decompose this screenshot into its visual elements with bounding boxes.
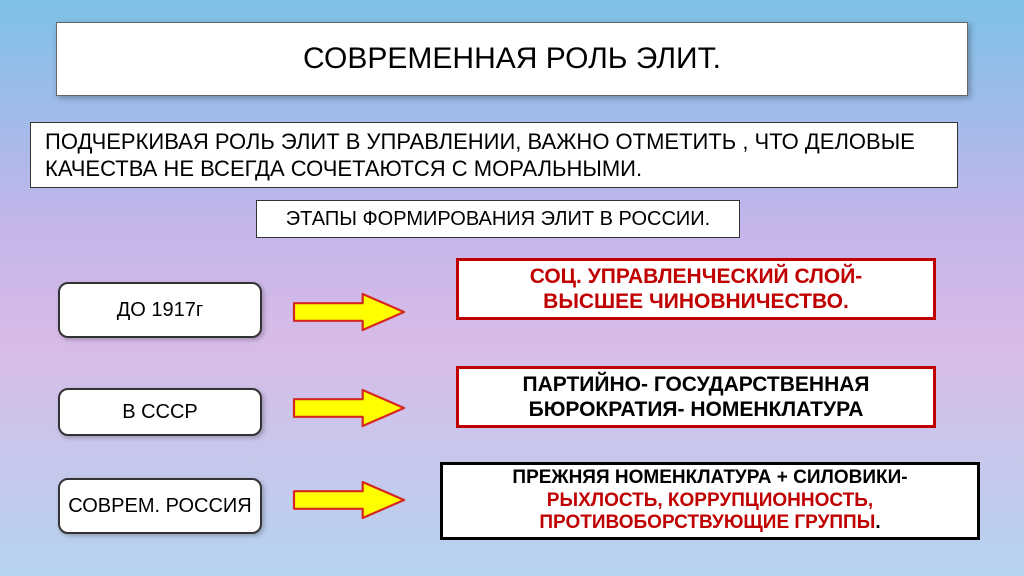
arrow-2 — [292, 388, 406, 428]
stages-label-box: ЭТАПЫ ФОРМИРОВАНИЯ ЭЛИТ В РОССИИ. — [256, 200, 740, 238]
slide-subtitle-text: ПОДЧЕРКИВАЯ РОЛЬ ЭЛИТ В УПРАВЛЕНИИ, ВАЖН… — [45, 128, 943, 183]
period-box-2: В СССР — [58, 388, 262, 436]
period-text-1: ДО 1917г — [117, 299, 203, 321]
period-box-3: СОВРЕМ. РОССИЯ — [58, 478, 262, 534]
arrow-1 — [292, 292, 406, 332]
desc-box-1: СОЦ. УПРАВЛЕНЧЕСКИЙ СЛОЙ-ВЫСШЕЕ ЧИНОВНИЧ… — [456, 258, 936, 320]
period-box-1: ДО 1917г — [58, 282, 262, 338]
desc-box-2: ПАРТИЙНО- ГОСУДАРСТВЕННАЯБЮРОКРАТИЯ- НОМ… — [456, 366, 936, 428]
period-text-2: В СССР — [122, 401, 198, 423]
slide-subtitle-box: ПОДЧЕРКИВАЯ РОЛЬ ЭЛИТ В УПРАВЛЕНИИ, ВАЖН… — [30, 122, 958, 188]
slide-title-box: СОВРЕМЕННАЯ РОЛЬ ЭЛИТ. — [56, 22, 968, 96]
stages-label-text: ЭТАПЫ ФОРМИРОВАНИЯ ЭЛИТ В РОССИИ. — [286, 208, 710, 231]
arrow-3 — [292, 480, 406, 520]
slide-title-text: СОВРЕМЕННАЯ РОЛЬ ЭЛИТ. — [303, 42, 721, 76]
desc-box-3: ПРЕЖНЯЯ НОМЕНКЛАТУРА + СИЛОВИКИ-РЫХЛОСТЬ… — [440, 462, 980, 540]
period-text-3: СОВРЕМ. РОССИЯ — [68, 495, 252, 517]
